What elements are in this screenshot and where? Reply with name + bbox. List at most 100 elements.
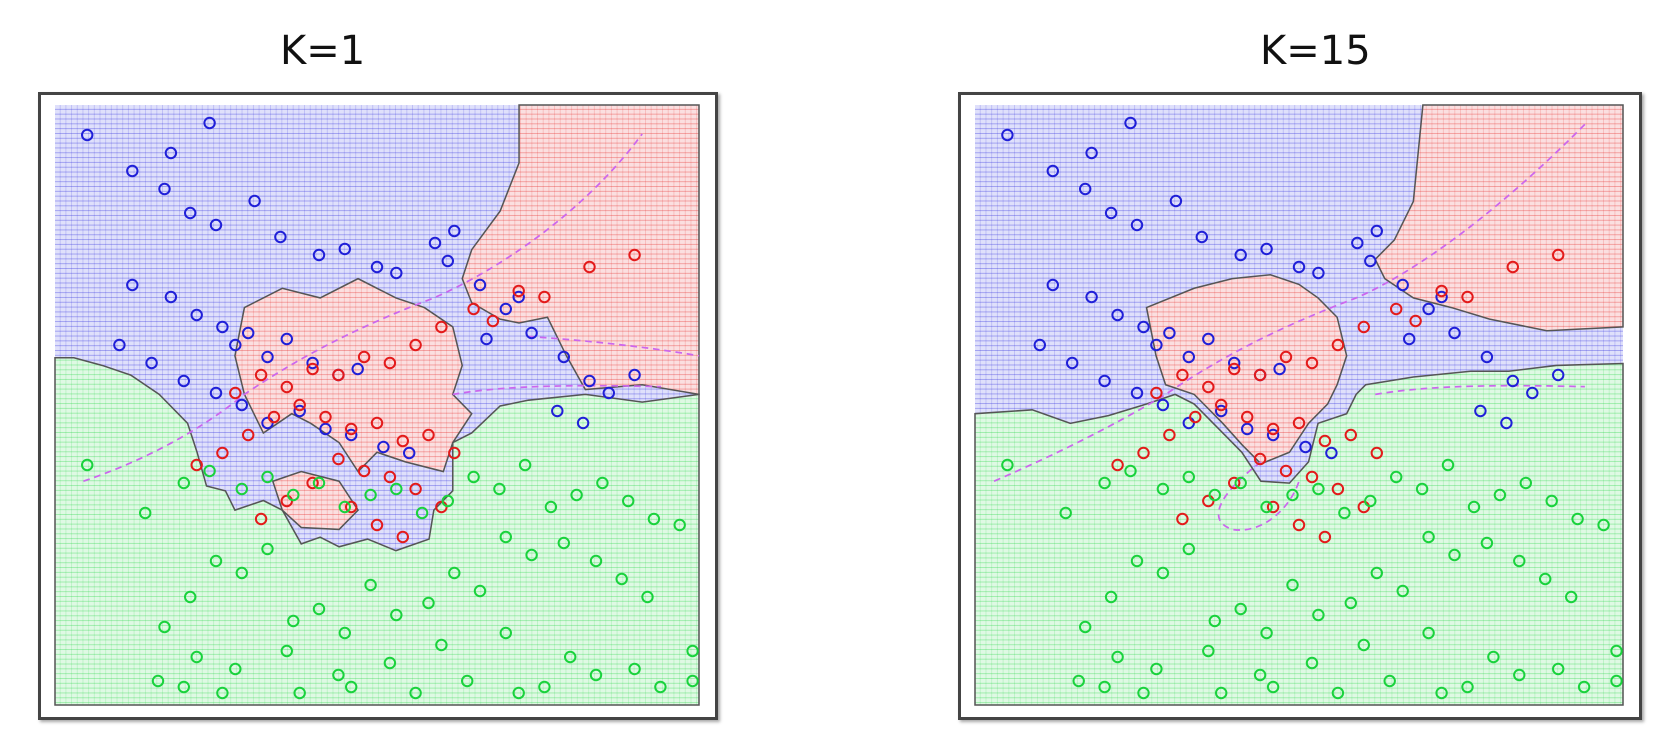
point-red [216, 446, 229, 460]
point-green [1260, 500, 1273, 514]
bayes-boundary [1375, 384, 1585, 396]
plot-frame [38, 92, 718, 720]
point-blue [280, 332, 294, 346]
point-blue [557, 350, 570, 364]
point-blue [1169, 194, 1183, 208]
point-red [1370, 446, 1383, 460]
point-green [441, 494, 454, 508]
point-green [1079, 620, 1092, 634]
point-red [306, 362, 319, 376]
point-red [435, 320, 448, 334]
point-red [319, 410, 332, 424]
point-green [1448, 548, 1461, 562]
point-green [673, 518, 686, 532]
point-blue [1228, 356, 1241, 370]
point-blue [473, 278, 487, 292]
point-red [190, 458, 203, 472]
point-blue [306, 356, 319, 370]
point-green [1111, 650, 1124, 664]
point-green [261, 470, 274, 484]
point-green [1182, 542, 1196, 556]
point-green [1415, 482, 1429, 496]
point-blue [1202, 332, 1215, 346]
point-green [184, 590, 197, 604]
point-blue [81, 128, 94, 142]
point-blue [126, 278, 139, 292]
point-green [435, 638, 448, 652]
point-red [1176, 368, 1189, 382]
point-green [564, 650, 577, 664]
point-blue [1130, 386, 1144, 400]
point-green [1266, 680, 1280, 694]
point-green [1370, 566, 1383, 580]
point-blue [1234, 248, 1247, 262]
point-green [312, 602, 326, 616]
point-green [1565, 590, 1578, 604]
point-blue [1156, 398, 1170, 412]
point-red [1357, 320, 1370, 334]
point-green [1059, 506, 1072, 520]
point-red [306, 476, 319, 490]
point-red [254, 368, 268, 382]
point-blue [1351, 236, 1364, 250]
point-blue [1403, 332, 1416, 346]
point-blue [184, 206, 197, 220]
point-blue [1292, 260, 1306, 274]
point-red [280, 380, 294, 394]
point-blue [602, 386, 615, 400]
bayes-boundary [1217, 461, 1300, 531]
point-green [512, 686, 525, 700]
point-red [1344, 428, 1357, 442]
point-red [409, 482, 422, 496]
point-green [81, 458, 94, 472]
point-green [1519, 476, 1532, 490]
point-green [1571, 512, 1584, 526]
point-blue [1163, 326, 1176, 340]
point-red [345, 500, 358, 514]
point-blue [190, 308, 203, 322]
point-red [1150, 386, 1163, 400]
point-blue [293, 404, 306, 418]
point-green [151, 674, 165, 688]
point-green [1513, 668, 1526, 682]
point-red [1331, 338, 1345, 352]
point-green [628, 662, 641, 676]
point-green [1513, 554, 1526, 568]
point-red [383, 470, 397, 484]
point-green [473, 584, 487, 598]
point-blue [312, 248, 326, 262]
point-green [1098, 476, 1111, 490]
point-green [1234, 602, 1247, 616]
point-red [583, 260, 596, 274]
point-green [1156, 482, 1170, 496]
point-blue [1260, 242, 1273, 256]
point-red [486, 314, 500, 328]
point-blue [261, 350, 274, 364]
point-red [267, 410, 281, 424]
point-red [1253, 368, 1267, 382]
point-blue [1422, 302, 1435, 316]
point-red [1292, 518, 1306, 532]
point-blue [1526, 386, 1539, 400]
point-blue [499, 302, 512, 316]
point-blue [1500, 416, 1513, 430]
point-red [383, 356, 397, 370]
point-blue [1124, 116, 1137, 130]
point-blue [551, 404, 564, 418]
point-blue [1364, 254, 1377, 268]
point-blue [1085, 146, 1098, 160]
point-green [229, 662, 242, 676]
point-green [158, 620, 171, 634]
point-green [448, 566, 461, 580]
point-red [332, 452, 345, 466]
point-blue [370, 260, 384, 274]
point-green [654, 680, 667, 694]
point-green [1435, 686, 1448, 700]
point-red [1279, 464, 1293, 478]
point-green [1344, 596, 1357, 610]
bayes-boundary [452, 384, 662, 396]
point-blue [1137, 320, 1150, 334]
point-green [499, 530, 512, 544]
point-blue [216, 320, 229, 334]
point-blue [1273, 362, 1286, 376]
